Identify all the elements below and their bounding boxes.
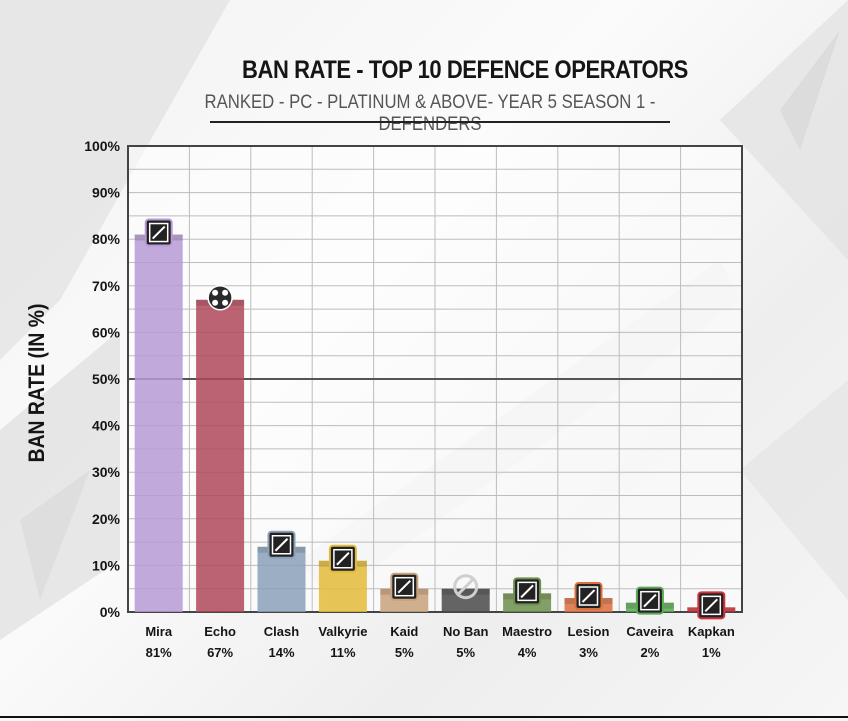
chart-title: BAN RATE - TOP 10 DEFENCE OPERATORS — [242, 56, 688, 84]
category-label: Maestro — [502, 624, 552, 639]
bar — [196, 299, 245, 612]
y-tick-label: 100% — [84, 138, 120, 154]
value-label: 14% — [268, 645, 294, 660]
value-label: 81% — [146, 645, 172, 660]
plot-frame — [127, 145, 743, 613]
category-label: Valkyrie — [318, 624, 367, 639]
mira-icon — [144, 218, 173, 247]
y-tick-label: 0% — [100, 604, 121, 620]
value-label: 4% — [518, 645, 537, 660]
y-tick-label: 60% — [92, 324, 121, 340]
y-tick-label: 20% — [92, 511, 121, 527]
value-label: 5% — [456, 645, 475, 660]
category-label: Clash — [264, 624, 299, 639]
category-label: No Ban — [443, 624, 489, 639]
kaid-icon — [390, 572, 419, 601]
valkyrie-icon — [328, 544, 357, 573]
maestro-icon — [513, 577, 542, 606]
title-divider — [210, 121, 670, 123]
category-label: Echo — [204, 624, 236, 639]
value-label: 67% — [207, 645, 233, 660]
category-label: Caveira — [626, 624, 674, 639]
y-tick-label: 80% — [92, 231, 121, 247]
clash-icon — [267, 530, 296, 559]
bar — [134, 234, 183, 613]
no-ban-icon — [453, 574, 479, 600]
caveira-icon — [635, 586, 664, 615]
category-label: Lesion — [568, 624, 610, 639]
y-tick-label: 90% — [92, 185, 121, 201]
y-tick-label: 50% — [92, 371, 121, 387]
chart-subtitle: RANKED - PC - PLATINUM & ABOVE- YEAR 5 S… — [204, 92, 656, 135]
echo-icon — [207, 285, 233, 311]
bar-cap — [441, 588, 490, 595]
y-tick-label: 70% — [92, 278, 121, 294]
value-label: 2% — [641, 645, 660, 660]
value-label: 1% — [702, 645, 721, 660]
bottom-divider — [0, 716, 848, 718]
kapkan-icon — [697, 591, 726, 620]
category-label: Mira — [145, 624, 173, 639]
category-label: Kaid — [390, 624, 418, 639]
value-label: 5% — [395, 645, 414, 660]
bar — [441, 588, 490, 612]
value-label: 3% — [579, 645, 598, 660]
lesion-icon — [574, 582, 603, 611]
y-tick-label: 40% — [92, 418, 121, 434]
y-tick-label: 30% — [92, 464, 121, 480]
y-tick-label: 10% — [92, 557, 121, 573]
category-label: Kapkan — [688, 624, 735, 639]
value-label: 11% — [330, 645, 356, 660]
